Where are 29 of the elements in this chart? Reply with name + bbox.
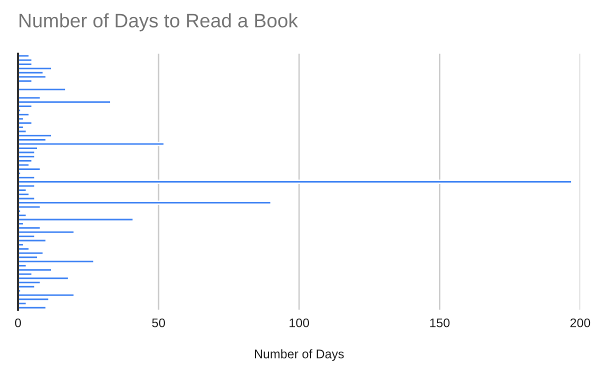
- bar: [18, 54, 30, 58]
- bar: [18, 217, 134, 222]
- bar: [18, 74, 47, 80]
- bar: [18, 276, 70, 280]
- chart-title: Number of Days to Read a Book: [20, 13, 298, 32]
- bar: [18, 230, 75, 234]
- bar: [18, 100, 112, 104]
- bar: [18, 167, 42, 172]
- x-tick-label: 200: [570, 318, 590, 328]
- bar: [18, 180, 572, 184]
- bar: [18, 66, 52, 71]
- bar: [18, 292, 75, 298]
- bar: [18, 238, 47, 243]
- bar: [18, 112, 30, 117]
- bar: [18, 268, 52, 272]
- x-tick-label: 50: [152, 318, 166, 328]
- bar: [18, 133, 52, 138]
- bar: [18, 154, 36, 159]
- bar: [18, 87, 66, 92]
- bar: [18, 142, 165, 146]
- x-axis-title: Number of Days: [254, 349, 344, 361]
- x-tick-label: 150: [430, 318, 450, 328]
- bar: [18, 306, 47, 310]
- bar: [18, 200, 272, 205]
- x-tick-label: 100: [290, 318, 310, 328]
- bar: [18, 250, 44, 256]
- bar: [18, 158, 33, 163]
- x-tick-label: 0: [15, 318, 21, 328]
- bar: [18, 259, 95, 264]
